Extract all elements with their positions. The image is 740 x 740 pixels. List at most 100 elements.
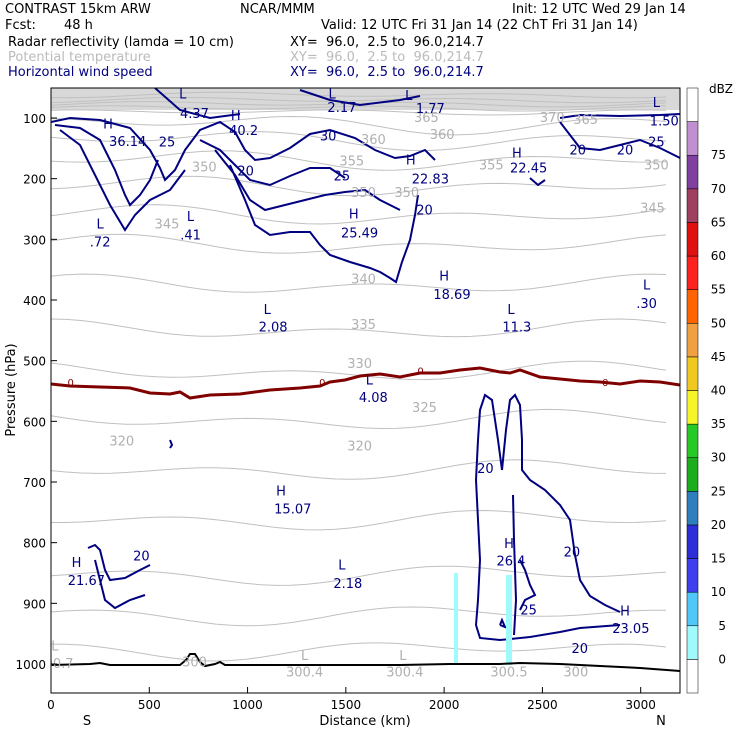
colorbar: 0 5 10 15 20 25 30 35 40 45 50 55 60 65 70 75 dBZ [686, 82, 733, 694]
wind-contour-label: 20 [617, 143, 634, 158]
field-reflectivity-name: Radar reflectivity (lamda = 10 cm) [8, 35, 234, 50]
theta-contours [51, 91, 667, 662]
theta-contour-line [51, 109, 667, 116]
wind-contour-line [51, 116, 436, 182]
colorbar-level-label: 35 [711, 417, 726, 431]
theta-contour-line [51, 408, 667, 430]
y-tick-label: 800 [23, 537, 46, 551]
wind-contour-line [519, 559, 537, 611]
colorbar-swatch [686, 423, 699, 458]
colorbar-swatch [686, 222, 699, 257]
theta-contour-line [51, 91, 667, 99]
wind-extremum-label: 25.49 [341, 227, 378, 242]
wind-contour-line [214, 149, 401, 212]
y-tick-label: 600 [23, 415, 46, 429]
theta-label: 350 [192, 160, 217, 175]
colorbar-level-label: 10 [711, 585, 726, 599]
field-theta-xy: XY= 96.0, 2.5 to 96.0,214.7 [290, 50, 484, 65]
theta-label: 300.4 [386, 666, 423, 681]
wind-extremum-label: 23.05 [612, 622, 649, 637]
theta-contour-line [51, 204, 667, 225]
wind-extremum-label: 21.67 [68, 574, 105, 589]
wind-contour-line [499, 617, 507, 629]
colorbar-level-label: 50 [711, 316, 726, 330]
wind-contour-line [199, 139, 346, 187]
theta-label: 300 [182, 655, 207, 670]
theta-contour-line [51, 273, 667, 293]
wind-extremum-label: H [406, 154, 416, 169]
wind-extremum-label: .30 [636, 297, 657, 312]
colorbar-swatch [686, 491, 699, 526]
theta-contour-line [51, 459, 667, 480]
theta-label: 320 [109, 435, 134, 450]
wind-contour-label: 20 [570, 143, 587, 158]
wind-extremum-label: H [231, 109, 241, 124]
wind-extremum-label: L [653, 96, 661, 111]
wind-contour-line [512, 494, 518, 636]
colorbar-level-label: 20 [711, 518, 726, 532]
wind-contour-label: 25 [520, 603, 537, 618]
theta-label: 365 [573, 113, 598, 128]
y-tick-label: 100 [23, 112, 46, 126]
theta-label: 355 [339, 154, 364, 169]
colorbar-swatch [686, 121, 699, 156]
colorbar-swatch [686, 625, 699, 660]
theta-label: 345 [155, 217, 180, 232]
wind-extremum-label: 15.07 [274, 503, 311, 518]
colorbar-swatch [686, 323, 699, 358]
colorbar-level-label: 40 [711, 384, 726, 398]
theta-label: 360 [361, 133, 386, 148]
wind-contour-line [299, 89, 421, 107]
wind-extremum-label: 4.37 [180, 107, 209, 122]
wind-contour-line [474, 393, 503, 561]
colorbar-swatch [686, 558, 699, 593]
plot-frame [50, 87, 681, 694]
colorbar-swatch [686, 255, 699, 290]
colorbar-level-label: 5 [718, 619, 726, 633]
wind-extremum-label: H [620, 604, 630, 619]
wind-contour-label: 20 [416, 203, 433, 218]
wind-contour-label: 30 [320, 129, 337, 144]
zero-contour-label: 0 [319, 378, 325, 389]
zero-contour-label: 0 [417, 367, 423, 378]
wind-contour-line [474, 559, 621, 642]
field-wind-xy: XY= 96.0, 2.5 to 96.0,214.7 [290, 65, 484, 80]
forecast-hours: 48 h [64, 18, 93, 33]
theta-label: 320 [347, 439, 372, 454]
wind-extremum-label: H [349, 208, 359, 223]
wind-extremum-label: 2.18 [333, 577, 362, 592]
field-reflectivity-xy: XY= 96.0, 2.5 to 96.0,214.7 [290, 35, 484, 50]
wind-extremum-label: L [405, 89, 413, 104]
colorbar-swatch [686, 524, 699, 559]
wind-contour-line [54, 124, 159, 207]
wind-contour-line [169, 439, 174, 449]
theta-label: 345 [640, 202, 665, 217]
wind-contour-line [154, 88, 241, 120]
wind-extremum-label: 40.2 [229, 124, 258, 139]
wind-extremum-label: 22.45 [510, 162, 547, 177]
wind-contour-label: 20 [477, 462, 494, 477]
wind-extremum-label: 1.50 [650, 114, 679, 129]
wind-extremum-label: L [328, 88, 336, 103]
model-name: CONTRAST 15km ARW [5, 2, 151, 17]
wind-extremum-label: H [504, 537, 514, 552]
colorbar-swatch [686, 87, 699, 122]
theta-contour-line [51, 175, 667, 197]
wind-extremum-label: L [643, 279, 651, 294]
zero-contour-label: 0 [602, 378, 608, 389]
organization: NCAR/MMM [240, 2, 315, 17]
field-theta-name: Potential temperature [8, 50, 151, 65]
wind-contour-line [229, 164, 419, 284]
y-tick-label: 700 [23, 476, 46, 490]
theta-label: 350 [351, 186, 376, 201]
x-axis-start-label: S [83, 714, 91, 729]
forecast-label: Fcst: [5, 18, 36, 33]
wind-extremum-label: 4.08 [359, 391, 388, 406]
colorbar-swatch [686, 457, 699, 492]
theta-contour-line [51, 131, 667, 152]
theta-contour-line [51, 642, 667, 662]
colorbar-swatch [686, 188, 699, 223]
theta-contour-line [51, 101, 667, 108]
colorbar-swatch [686, 289, 699, 324]
x-tick-label: 0 [47, 698, 55, 712]
